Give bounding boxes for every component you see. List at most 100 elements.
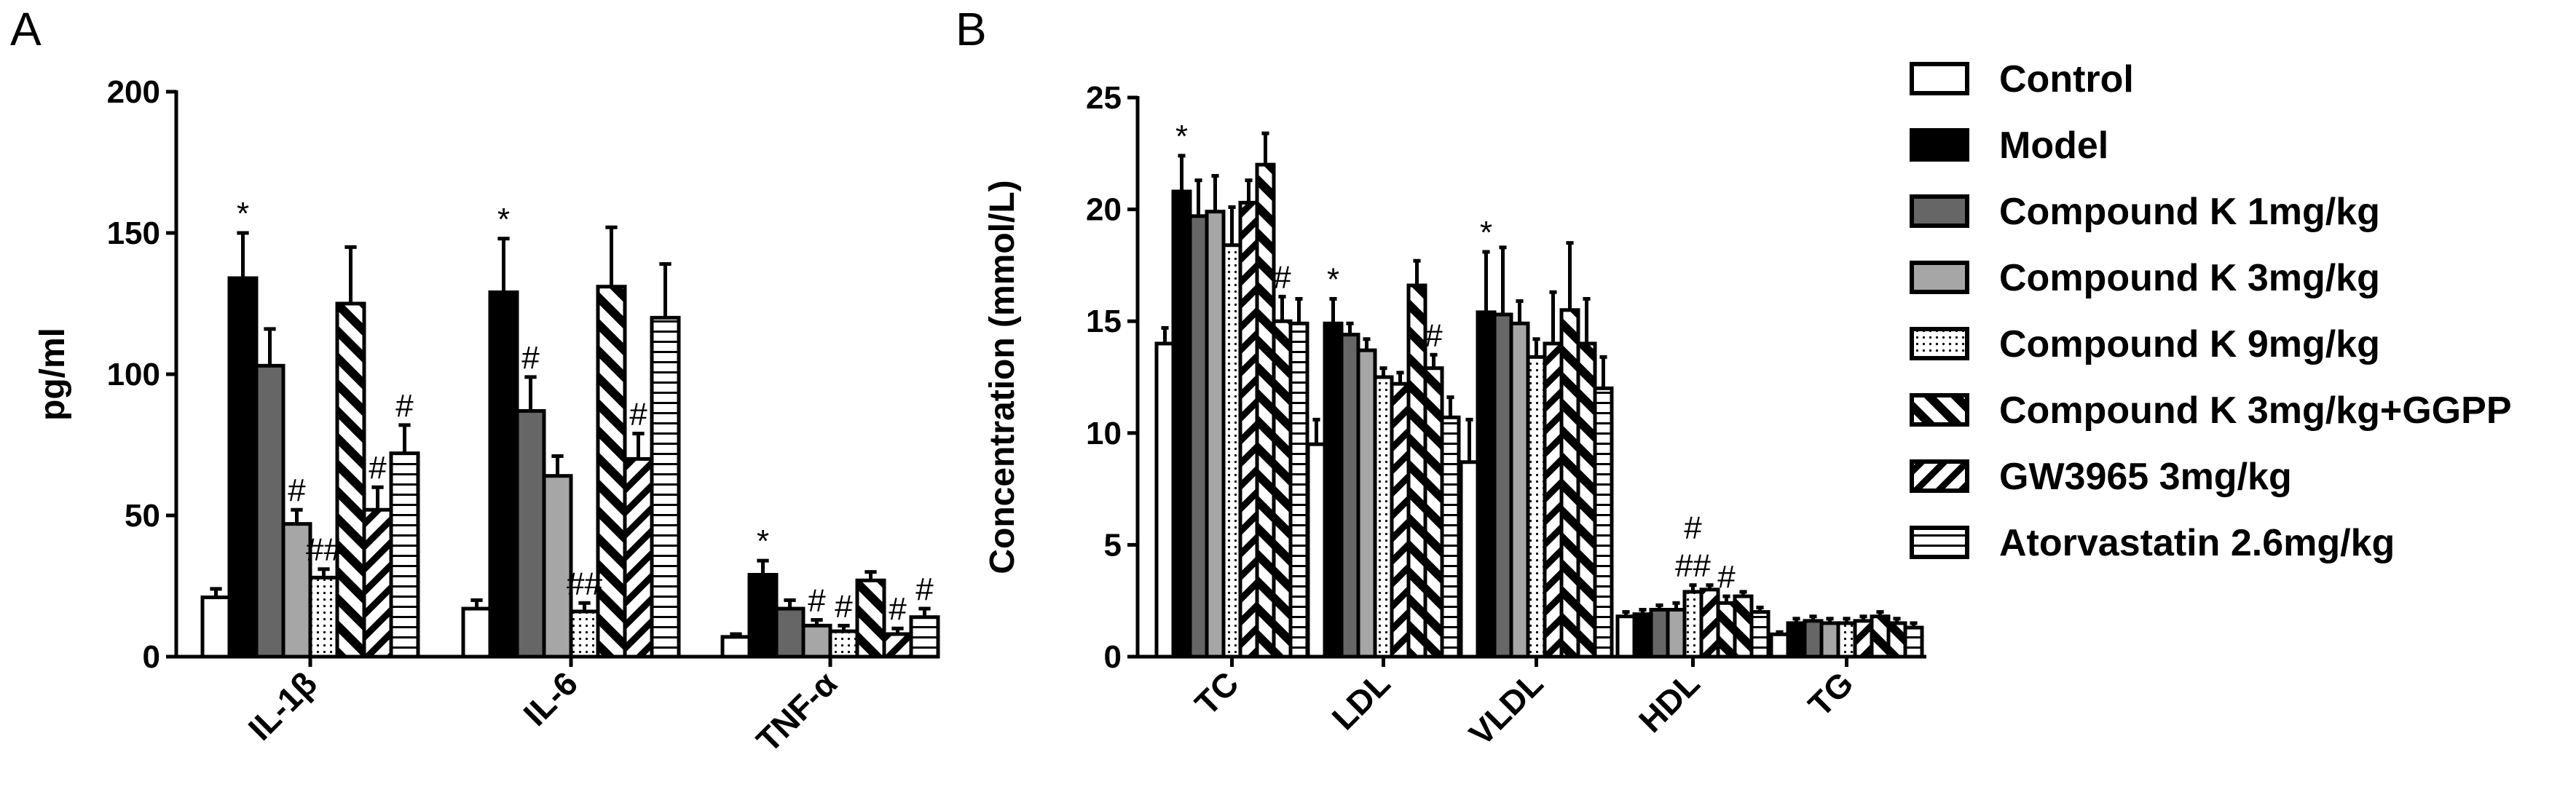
- significance-marker: #: [835, 588, 853, 624]
- bar: [1803, 619, 1824, 659]
- bar: [1749, 610, 1770, 659]
- y-tick-label: 100: [107, 357, 160, 392]
- bar: [1288, 321, 1309, 659]
- y-tick-label: 0: [143, 639, 160, 675]
- bar: [488, 290, 519, 659]
- bar: [1526, 355, 1547, 659]
- x-tick-label: IL-6: [516, 664, 585, 733]
- bar: [1733, 594, 1754, 659]
- bar: [1423, 366, 1444, 659]
- bar: [1615, 614, 1636, 659]
- legend-swatch: [1910, 526, 1969, 559]
- bar: [1699, 588, 1720, 659]
- legend-swatch: [1910, 62, 1969, 95]
- y-tick-label: 15: [1086, 304, 1122, 339]
- significance-marker: #: [808, 583, 826, 619]
- legend-label: Control: [1999, 58, 2134, 100]
- significance-marker: *: [1175, 119, 1188, 154]
- significance-marker: #: [1273, 259, 1291, 295]
- y-axis-label: Concentration (mmol/L): [983, 180, 1022, 574]
- bar: [1666, 607, 1687, 659]
- bar: [1903, 625, 1924, 659]
- bar: [1221, 243, 1242, 659]
- y-tick-label: 20: [1086, 192, 1122, 228]
- y-tick-label: 5: [1104, 527, 1122, 563]
- bar: [1205, 210, 1226, 659]
- bar: [200, 596, 232, 659]
- bar: [254, 363, 285, 659]
- significance-marker: #: [1684, 510, 1702, 546]
- bar: [515, 408, 546, 659]
- bar: [1459, 460, 1480, 659]
- bar: [281, 522, 312, 659]
- legend-label: Model: [1999, 124, 2108, 167]
- legend: Control Model Compound K 1mg/kg Compound K …: [1910, 58, 2512, 564]
- bar: [1476, 310, 1497, 659]
- x-tick-label: HDL: [1631, 664, 1707, 740]
- bar: [1154, 341, 1175, 659]
- bar: [1339, 333, 1360, 659]
- significance-marker: #: [288, 472, 306, 508]
- bar: [461, 606, 492, 659]
- legend-label: Compound K 9mg/kg: [1999, 323, 2380, 365]
- y-axis-label: pg/ml: [34, 328, 72, 421]
- legend-label: Compound K 3mg/kg+GGPP: [1999, 389, 2512, 432]
- x-tick-label: TNF-α: [749, 664, 844, 759]
- bar: [828, 629, 859, 659]
- bar: [855, 578, 886, 659]
- bar: [1559, 308, 1580, 659]
- bar: [1323, 321, 1344, 659]
- bar: [1255, 162, 1276, 659]
- bar: [389, 451, 420, 659]
- significance-marker: *: [757, 523, 769, 559]
- bar: [569, 609, 600, 659]
- bar: [335, 301, 366, 659]
- significance-marker: *: [497, 202, 510, 237]
- legend-label: GW3965 3mg/kg: [1999, 456, 2292, 498]
- bar: [1373, 375, 1394, 659]
- bar: [1682, 590, 1703, 659]
- bar: [882, 632, 913, 659]
- bar: [747, 572, 779, 659]
- bar: [801, 623, 832, 659]
- bar: [1390, 381, 1411, 659]
- bar: [909, 615, 940, 659]
- legend-label: Atorvastatin 2.6mg/kg: [1999, 522, 2395, 564]
- significance-marker: ##: [306, 532, 342, 568]
- bar: [1649, 607, 1670, 659]
- x-tick-label: VLDL: [1462, 664, 1551, 753]
- legend-swatch: [1910, 327, 1969, 360]
- bar: [623, 456, 654, 659]
- bar: [362, 507, 393, 659]
- significance-marker: *: [1480, 215, 1492, 250]
- significance-marker: #: [369, 450, 387, 486]
- legend-swatch: [1910, 261, 1969, 294]
- bar: [1769, 632, 1790, 659]
- bar: [1440, 415, 1461, 659]
- bar: [1272, 319, 1293, 659]
- y-tick-label: 0: [1104, 639, 1122, 675]
- significance-marker: #: [395, 388, 414, 424]
- significance-marker: ##: [1675, 548, 1711, 584]
- bar: [542, 474, 573, 659]
- bar: [1356, 348, 1377, 659]
- panel-b-chart: 0 5 10 15 20 25 Concentration (mmol/L) TC LDL VLD…: [983, 80, 1926, 753]
- legend-label: Compound K 1mg/kg: [1999, 191, 2380, 233]
- y-tick-label: 10: [1086, 416, 1122, 451]
- bar: [1238, 200, 1259, 659]
- significance-marker: #: [521, 340, 540, 376]
- bar: [1306, 442, 1327, 659]
- bar: [227, 276, 259, 659]
- bar: [1171, 189, 1192, 659]
- bar: [1853, 619, 1874, 659]
- significance-marker: #: [1717, 559, 1736, 595]
- bar: [774, 606, 806, 659]
- y-tick-label: 25: [1086, 80, 1122, 116]
- x-tick-label: TG: [1801, 664, 1861, 724]
- significance-marker: #: [915, 571, 934, 607]
- legend-swatch: [1910, 194, 1969, 228]
- bar: [1188, 214, 1209, 659]
- significance-marker: *: [237, 196, 249, 232]
